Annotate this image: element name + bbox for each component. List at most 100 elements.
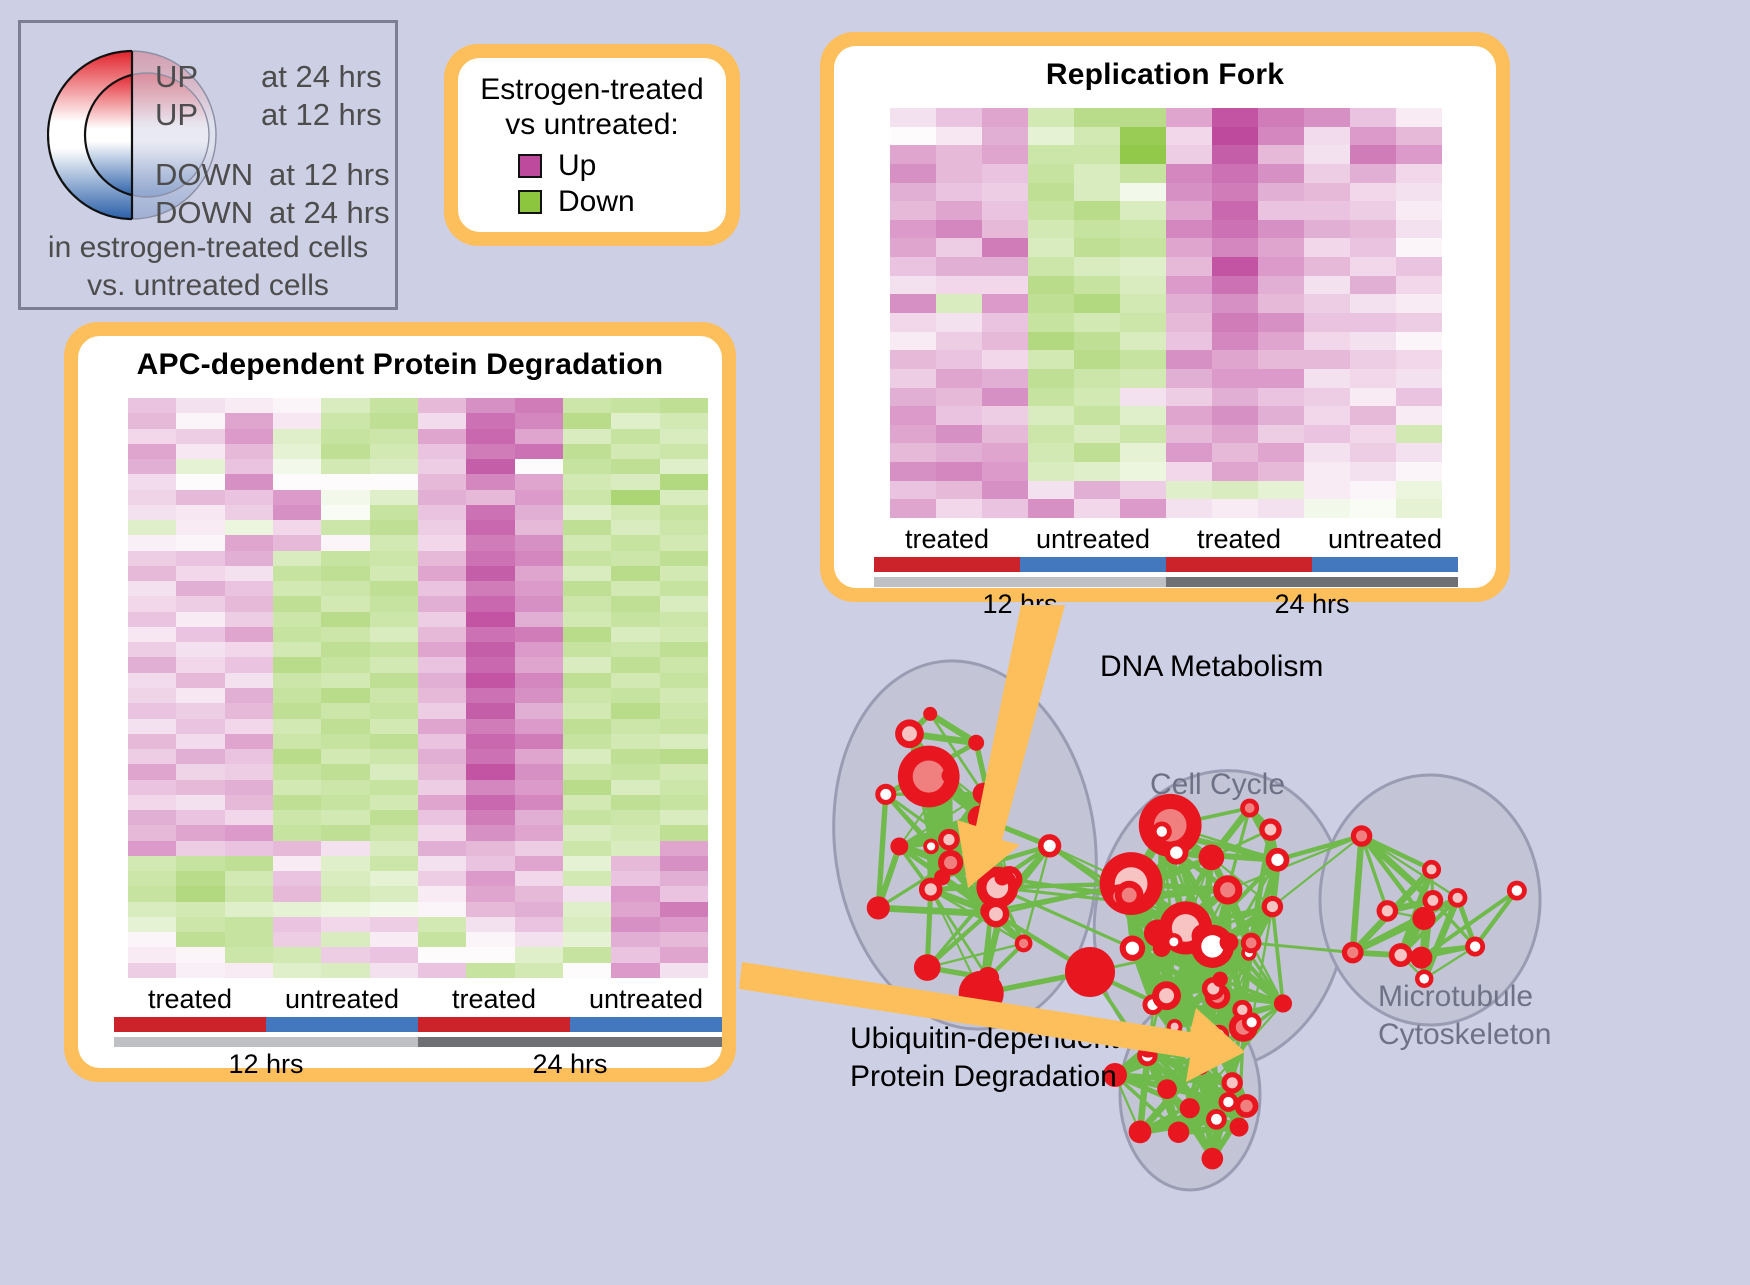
heatmap-cell: [1074, 313, 1120, 332]
network-node[interactable]: [1152, 822, 1172, 842]
heatmap-cell: [563, 780, 611, 795]
network-node[interactable]: [1144, 920, 1171, 947]
network-node[interactable]: [938, 829, 960, 851]
network-node[interactable]: [1342, 942, 1364, 964]
network-node[interactable]: [1115, 881, 1144, 910]
network-node[interactable]: [1157, 1079, 1177, 1099]
network-node[interactable]: [1199, 845, 1225, 871]
heatmap-cell: [1028, 238, 1074, 257]
network-node[interactable]: [968, 735, 984, 751]
network-node[interactable]: [1206, 1109, 1227, 1130]
heatmap-cell: [611, 566, 659, 581]
network-node[interactable]: [1164, 841, 1188, 865]
network-node[interactable]: [1152, 981, 1181, 1010]
heatmap-cell: [563, 505, 611, 520]
heatmap-cell: [563, 810, 611, 825]
heatmap-cell: [563, 734, 611, 749]
heatmap-cell: [1166, 201, 1212, 220]
heatmap-cell: [128, 886, 176, 901]
network-node[interactable]: [941, 768, 957, 784]
heatmap-cell: [611, 780, 659, 795]
network-node[interactable]: [1230, 1118, 1249, 1137]
network-node[interactable]: [968, 806, 992, 830]
heatmap-cell: [1212, 201, 1258, 220]
node-disc: [1129, 1121, 1152, 1144]
heatmap-cell: [982, 220, 1028, 239]
network-node[interactable]: [1410, 947, 1432, 969]
network-node[interactable]: [1259, 818, 1281, 840]
node-disc: [1230, 1118, 1249, 1137]
network-node[interactable]: [895, 719, 924, 748]
network-node[interactable]: [1168, 1122, 1189, 1143]
heatmap-cell: [466, 963, 514, 978]
network-node[interactable]: [1274, 994, 1292, 1012]
network-node[interactable]: [995, 870, 1010, 885]
heatmap-cell: [321, 703, 369, 718]
network-node[interactable]: [1222, 1072, 1243, 1093]
network-node[interactable]: [1209, 1025, 1229, 1045]
network-node[interactable]: [1015, 935, 1033, 953]
heatmap-cell: [890, 164, 936, 183]
network-node[interactable]: [1262, 896, 1283, 917]
network-node[interactable]: [1038, 834, 1061, 857]
network-node[interactable]: [1235, 1094, 1259, 1118]
network-node[interactable]: [1065, 947, 1115, 997]
heatmap-cell: [273, 810, 321, 825]
heatmap-cell: [225, 398, 273, 413]
network-node[interactable]: [983, 901, 1010, 928]
network-node[interactable]: [1412, 907, 1435, 930]
network-node[interactable]: [1422, 860, 1441, 879]
network-node[interactable]: [923, 839, 939, 855]
network-node[interactable]: [1180, 1098, 1200, 1118]
heatmap-cell: [660, 932, 708, 947]
network-node[interactable]: [1193, 1016, 1209, 1032]
network-node[interactable]: [977, 967, 999, 989]
node-inner-fill: [925, 883, 937, 895]
network-node[interactable]: [1351, 825, 1373, 847]
network-node[interactable]: [1507, 881, 1527, 901]
network-node[interactable]: [1232, 1000, 1252, 1020]
heatmap-cell: [1304, 313, 1350, 332]
heatmap-cell: [660, 749, 708, 764]
network-node[interactable]: [1266, 848, 1290, 872]
network-node[interactable]: [890, 837, 908, 855]
network-node[interactable]: [875, 784, 896, 805]
heatmap-cell: [128, 444, 176, 459]
heatmap-cell: [936, 294, 982, 313]
heatmap-cell: [466, 734, 514, 749]
network-node[interactable]: [1212, 972, 1227, 987]
network-node[interactable]: [1241, 933, 1262, 954]
heatmap-cell: [418, 963, 466, 978]
network-node[interactable]: [914, 954, 941, 981]
network-node[interactable]: [1448, 888, 1468, 908]
network-node[interactable]: [1138, 1036, 1159, 1057]
heatmap-cell: [321, 780, 369, 795]
network-node[interactable]: [1389, 943, 1413, 967]
heatmap-cell: [563, 764, 611, 779]
heatmap-cell: [176, 474, 224, 489]
heatmap-cell: [515, 673, 563, 688]
network-node[interactable]: [923, 707, 937, 721]
network-node[interactable]: [1190, 1055, 1210, 1075]
network-node[interactable]: [1220, 933, 1239, 952]
heatmap-cell: [128, 871, 176, 886]
network-node[interactable]: [1218, 1092, 1238, 1112]
heatmap-cell: [225, 581, 273, 596]
heatmap-cell: [563, 673, 611, 688]
network-node[interactable]: [1167, 1019, 1182, 1034]
network-node[interactable]: [1465, 937, 1485, 957]
heatmap-cell: [370, 413, 418, 428]
network-node[interactable]: [1377, 900, 1399, 922]
network-node[interactable]: [1120, 935, 1146, 961]
node-disc: [941, 768, 957, 784]
network-node[interactable]: [867, 896, 890, 919]
node-inner-fill: [1019, 939, 1028, 948]
heatmap-cell: [128, 947, 176, 962]
heatmap-cell: [515, 749, 563, 764]
network-node[interactable]: [934, 869, 950, 885]
network-node[interactable]: [1129, 1121, 1152, 1144]
network-node[interactable]: [1213, 875, 1242, 904]
node-disc: [1220, 933, 1239, 952]
network-node[interactable]: [1202, 1148, 1224, 1170]
